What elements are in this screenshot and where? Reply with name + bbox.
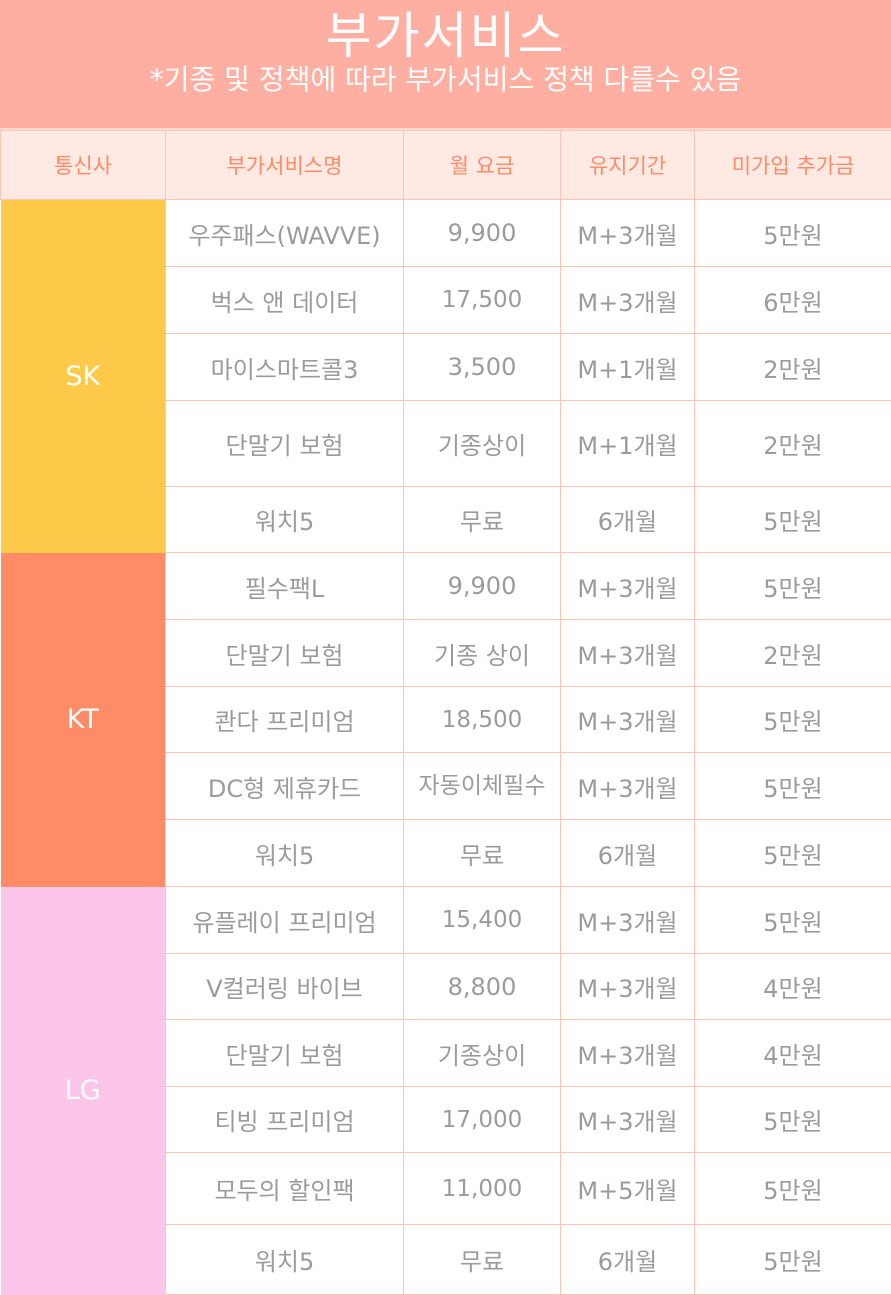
penalty-cell: 5만원 (695, 1087, 891, 1153)
service-name-cell: 필수팩L (166, 553, 404, 620)
monthly-fee-cell: 17,000 (404, 1087, 561, 1153)
penalty-cell: 2만원 (695, 620, 891, 687)
penalty-cell: 5만원 (695, 687, 891, 753)
duration-cell: M+3개월 (561, 553, 695, 620)
penalty-cell: 6만원 (695, 267, 891, 334)
service-name-cell: 모두의 할인팩 (166, 1153, 404, 1225)
monthly-fee-cell: 기종상이 (404, 401, 561, 487)
penalty-cell: 5만원 (695, 820, 891, 887)
duration-cell: M+3개월 (561, 1087, 695, 1153)
duration-cell: M+1개월 (561, 401, 695, 487)
header-service-name: 부가서비스명 (166, 131, 404, 200)
service-name-cell: 워치5 (166, 487, 404, 553)
penalty-cell: 2만원 (695, 401, 891, 487)
duration-cell: 6개월 (561, 820, 695, 887)
service-name-cell: 티빙 프리미엄 (166, 1087, 404, 1153)
duration-cell: M+5개월 (561, 1153, 695, 1225)
service-name-cell: 벅스 앤 데이터 (166, 267, 404, 334)
monthly-fee-cell: 기종상이 (404, 1020, 561, 1087)
penalty-cell: 5만원 (695, 887, 891, 954)
header-duration: 유지기간 (561, 131, 695, 200)
header-row: 통신사 부가서비스명 월 요금 유지기간 미가입 추가금 (1, 131, 891, 200)
header-penalty: 미가입 추가금 (695, 131, 891, 200)
duration-cell: M+3개월 (561, 954, 695, 1020)
service-name-cell: 워치5 (166, 820, 404, 887)
duration-cell: M+3개월 (561, 200, 695, 267)
penalty-cell: 5만원 (695, 200, 891, 267)
monthly-fee-cell: 9,900 (404, 553, 561, 620)
service-name-cell: 단말기 보험 (166, 1020, 404, 1087)
title-banner: 부가서비스 *기종 및 정책에 따라 부가서비스 정책 다를수 있음 (0, 0, 891, 130)
monthly-fee-cell: 15,400 (404, 887, 561, 954)
penalty-cell: 5만원 (695, 553, 891, 620)
monthly-fee-cell: 무료 (404, 820, 561, 887)
monthly-fee-cell: 18,500 (404, 687, 561, 753)
service-name-cell: 마이스마트콜3 (166, 334, 404, 401)
page-title: 부가서비스 (0, 0, 891, 66)
service-name-cell: 우주패스(WAVVE) (166, 200, 404, 267)
service-name-cell: DC형 제휴카드 (166, 753, 404, 820)
carrier-cell: SK (1, 200, 166, 553)
monthly-fee-cell: 11,000 (404, 1153, 561, 1225)
penalty-cell: 5만원 (695, 487, 891, 553)
penalty-cell: 4만원 (695, 954, 891, 1020)
duration-cell: 6개월 (561, 487, 695, 553)
duration-cell: M+1개월 (561, 334, 695, 401)
penalty-cell: 2만원 (695, 334, 891, 401)
header-carrier: 통신사 (1, 131, 166, 200)
monthly-fee-cell: 기종 상이 (404, 620, 561, 687)
penalty-cell: 5만원 (695, 1153, 891, 1225)
header-monthly-fee: 월 요금 (404, 131, 561, 200)
monthly-fee-cell: 무료 (404, 487, 561, 553)
duration-cell: M+3개월 (561, 753, 695, 820)
page-subtitle: *기종 및 정책에 따라 부가서비스 정책 다를수 있음 (146, 66, 746, 94)
duration-cell: M+3개월 (561, 620, 695, 687)
service-name-cell: 단말기 보험 (166, 401, 404, 487)
duration-cell: M+3개월 (561, 687, 695, 753)
penalty-cell: 5만원 (695, 753, 891, 820)
monthly-fee-cell: 8,800 (404, 954, 561, 1020)
monthly-fee-cell: 자동이체필수 (404, 753, 561, 820)
monthly-fee-cell: 17,500 (404, 267, 561, 334)
duration-cell: M+3개월 (561, 887, 695, 954)
service-name-cell: 단말기 보험 (166, 620, 404, 687)
service-name-cell: 콴다 프리미엄 (166, 687, 404, 753)
service-name-cell: V컬러링 바이브 (166, 954, 404, 1020)
carrier-cell: LG (1, 887, 166, 1295)
duration-cell: M+3개월 (561, 1020, 695, 1087)
monthly-fee-cell: 3,500 (404, 334, 561, 401)
penalty-cell: 4만원 (695, 1020, 891, 1087)
duration-cell: M+3개월 (561, 267, 695, 334)
service-name-cell: 유플레이 프리미엄 (166, 887, 404, 954)
carrier-cell: KT (1, 553, 166, 887)
monthly-fee-cell: 9,900 (404, 200, 561, 267)
